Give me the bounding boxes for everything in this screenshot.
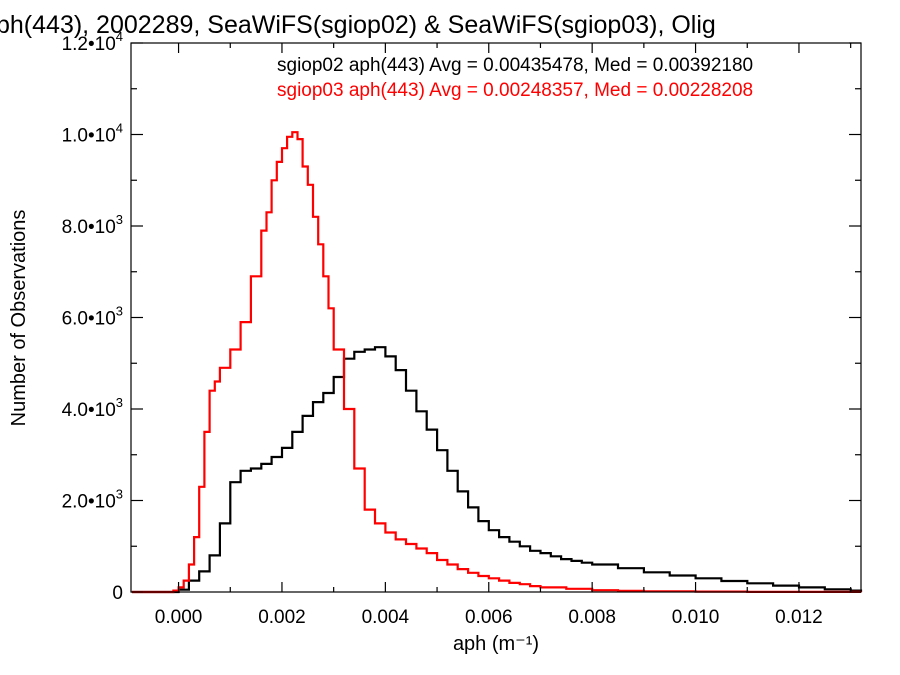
chart-title: ph(443), 2002289, SeaWiFS(sgiop02) & Sea…: [0, 11, 716, 39]
y-tick-label: 8.0•103: [62, 212, 123, 238]
series-line-1: [132, 346, 863, 594]
y-tick-label: 6.0•103: [62, 304, 123, 330]
x-tick-label: 0.010: [672, 607, 720, 628]
y-tick-label: 1.0•104: [62, 121, 123, 147]
x-tick-label: 0.000: [155, 607, 203, 628]
plot-series: [132, 131, 863, 594]
x-axis-ticks: 0.000 0.002 0.004 0.006 0.008 0.010 0.012: [155, 43, 852, 628]
y-tick-label: 1.2•104: [62, 29, 123, 55]
x-tick-label: 0.012: [775, 607, 823, 628]
legend-entry-sgiop03: sgiop03 aph(443) Avg = 0.00248357, Med =…: [277, 80, 753, 101]
x-tick-label: 0.004: [362, 607, 410, 628]
x-tick-label: 0.002: [258, 607, 306, 628]
series-line-2: [132, 131, 863, 594]
y-axis-ticks: 0 2.0•103 4.0•103 6.0•103 8.0•103 1.0•104 1.2•…: [62, 29, 861, 604]
y-tick-label: 4.0•103: [62, 395, 123, 421]
x-axis-label: aph (m⁻¹): [453, 633, 539, 655]
x-tick-label: 0.006: [465, 607, 513, 628]
x-tick-label: 0.008: [568, 607, 616, 628]
y-tick-label: 2.0•103: [62, 487, 123, 513]
y-tick-label: 0: [112, 583, 123, 604]
legend-entry-sgiop02: sgiop02 aph(443) Avg = 0.00435478, Med =…: [277, 55, 753, 76]
y-axis-label: Number of Observations: [8, 210, 30, 427]
plot-frame: [130, 42, 862, 593]
